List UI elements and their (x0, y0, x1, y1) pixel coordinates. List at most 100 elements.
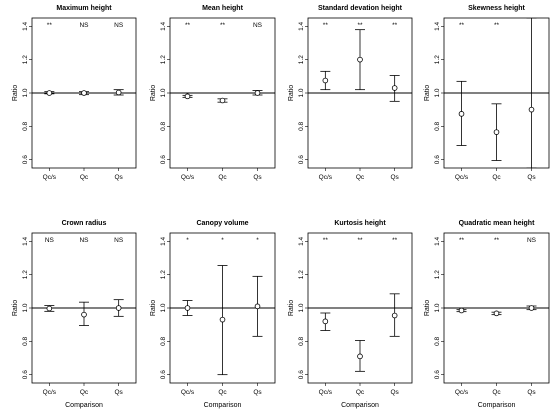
x-tick-label: Qs (391, 174, 400, 181)
x-tick-label: Qc/s (181, 389, 195, 396)
x-tick-label: Qs (527, 389, 536, 396)
data-point (391, 85, 398, 91)
y-axis-label: Ratio (288, 85, 295, 101)
y-tick-label: 0.6 (160, 370, 167, 379)
panel-title: Quadratic mean height (459, 220, 536, 227)
y-tick-label: 0.6 (160, 155, 167, 164)
significance-label: NS (114, 237, 124, 244)
panel-title: Canopy volume (196, 220, 248, 227)
data-point (184, 93, 191, 100)
data-marks (456, 18, 537, 168)
y-tick-label: 1.2 (160, 55, 167, 64)
chart-panel-7: Kurtosis height 0.6 0.8 1.0 1.2 1.4 Ratio Qc/s Q… (288, 220, 413, 409)
significance-label: NS (79, 237, 89, 244)
y-tick-label: 1.2 (22, 55, 29, 64)
y-tick-label: 1.2 (160, 270, 167, 279)
y-tick-label: 0.6 (22, 155, 29, 164)
y-tick-label: 1.0 (22, 303, 29, 312)
data-point (81, 311, 87, 318)
chart-panel-8: Quadratic mean height 0.6 0.8 1.0 1.2 1.4 Rati… (424, 220, 550, 409)
x-tick-label: Qs (253, 389, 262, 396)
y-tick-label: 0.6 (434, 370, 441, 379)
y-tick-label: 0.8 (160, 336, 167, 345)
x-tick-label: Qc/s (43, 389, 57, 396)
y-tick-label: 0.6 (298, 155, 305, 164)
data-marks (44, 89, 124, 96)
significance-label: ** (357, 22, 363, 29)
panel-title: Standard devation height (318, 5, 403, 12)
significance-label: ** (357, 237, 363, 244)
x-axis-label: Comparison (478, 402, 516, 409)
significance-label: NS (45, 237, 55, 244)
significance-label: ** (323, 22, 329, 29)
data-marks (320, 29, 400, 102)
y-tick-label: 0.8 (298, 336, 305, 345)
y-tick-label: 0.6 (22, 370, 29, 379)
y-tick-label: 1.0 (434, 88, 441, 97)
y-tick-label: 1.4 (22, 236, 29, 245)
panel-title: Mean height (202, 5, 244, 12)
y-tick-label: 1.2 (434, 270, 441, 279)
significance-label: ** (392, 237, 398, 244)
x-tick-label: Qc (356, 174, 365, 181)
data-point (458, 307, 465, 314)
y-axis-label: Ratio (424, 85, 431, 101)
significance-label: NS (79, 22, 89, 29)
y-tick-label: 0.8 (22, 121, 29, 130)
y-tick-label: 0.8 (298, 121, 305, 130)
data-point (493, 310, 500, 317)
y-tick-label: 1.2 (298, 55, 305, 64)
significance-label: ** (323, 237, 329, 244)
data-marks (320, 293, 400, 372)
y-tick-label: 0.8 (434, 121, 441, 130)
data-point (391, 312, 398, 319)
significance-label: * (186, 237, 189, 244)
x-tick-label: Qc/s (455, 389, 469, 396)
y-axis-label: Ratio (12, 85, 19, 101)
data-point (254, 303, 261, 310)
y-axis-label: Ratio (288, 300, 295, 316)
y-tick-label: 0.6 (434, 155, 441, 164)
x-tick-label: Qc (356, 389, 365, 396)
data-point (46, 305, 53, 312)
y-tick-label: 1.4 (22, 21, 29, 30)
x-tick-label: Qc (80, 174, 89, 181)
x-tick-label: Qs (391, 389, 400, 396)
y-tick-label: 1.4 (434, 236, 441, 245)
x-tick-label: Qc (80, 389, 89, 396)
data-marks (44, 299, 124, 326)
data-point (493, 129, 500, 135)
data-point (115, 305, 122, 311)
data-point (46, 90, 53, 96)
data-point (322, 77, 329, 84)
y-tick-label: 1.2 (434, 55, 441, 64)
x-tick-label: Qc (218, 389, 227, 396)
chart-panel-1: Maximum height 0.6 0.8 1.0 1.2 1.4 Ratio Qc/s Qc… (12, 5, 137, 181)
significance-label: ** (494, 237, 500, 244)
y-axis-label: Ratio (150, 300, 157, 316)
x-tick-label: Qc (492, 174, 501, 181)
x-tick-label: Qs (527, 174, 536, 181)
significance-label: ** (47, 22, 53, 29)
panel-title: Skewness height (468, 5, 525, 12)
significance-label: NS (527, 237, 537, 244)
significance-label: NS (253, 22, 263, 29)
y-tick-label: 1.0 (434, 303, 441, 312)
significance-label: ** (185, 22, 191, 29)
y-tick-label: 0.8 (434, 336, 441, 345)
chart-panel-2: Mean height 0.6 0.8 1.0 1.2 1.4 Ratio Qc/s Qc Qs *… (150, 5, 276, 181)
data-point (184, 305, 191, 311)
y-tick-label: 0.6 (298, 370, 305, 379)
y-tick-label: 0.8 (22, 336, 29, 345)
y-tick-label: 1.0 (298, 303, 305, 312)
y-tick-label: 1.4 (298, 236, 305, 245)
y-axis-label: Ratio (150, 85, 157, 101)
data-point (357, 353, 363, 360)
x-tick-label: Qc (218, 174, 227, 181)
significance-label: ** (459, 22, 465, 29)
data-marks (182, 265, 263, 376)
significance-label: ** (494, 22, 500, 29)
x-tick-label: Qc/s (43, 174, 57, 181)
y-tick-label: 1.0 (160, 303, 167, 312)
